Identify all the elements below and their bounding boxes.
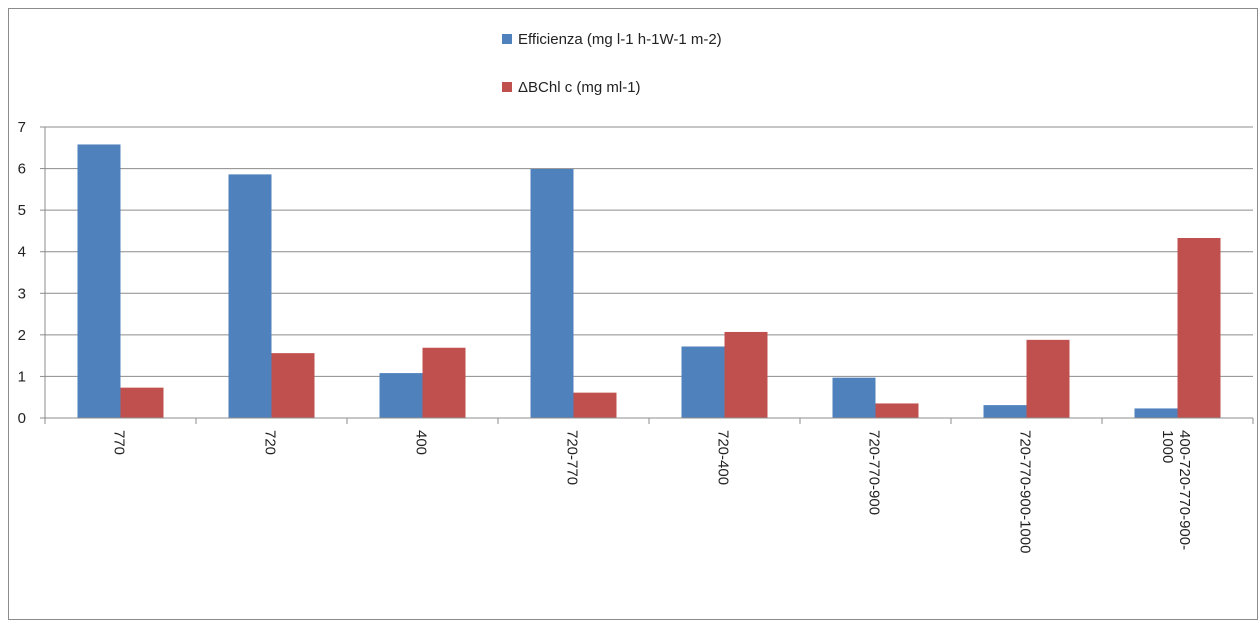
bar-series0-4 [682,346,725,418]
x-tick-label-0: 770 [111,430,128,455]
bar-series1-4 [725,332,768,418]
y-tick-label-3: 3 [18,285,26,302]
y-tick-label-2: 2 [18,327,26,344]
x-tick-label-1: 720 [262,430,279,455]
bar-series1-2 [423,348,466,418]
bar-series1-5 [876,403,919,418]
y-tick-label-1: 1 [18,368,26,385]
y-tick-label-0: 0 [18,410,26,427]
bar-series0-1 [229,174,272,418]
x-tick-label-5: 720-770-900 [866,430,883,515]
bar-series0-6 [984,405,1027,418]
bar-series1-3 [574,393,617,418]
bar-series1-6 [1027,340,1070,418]
bar-series0-2 [380,373,423,418]
bar-series0-3 [531,169,574,418]
bar-series1-1 [272,353,315,418]
bar-series0-7 [1135,408,1178,418]
x-tick-label-7-line0: 400-720-770-900- [1176,430,1193,550]
bar-series1-7 [1178,238,1221,418]
y-tick-label-5: 5 [18,202,26,219]
x-tick-label-4: 720-400 [715,430,732,485]
y-tick-label-4: 4 [18,244,26,261]
y-tick-label-6: 6 [18,161,26,178]
x-tick-label-6: 720-770-900-1000 [1017,430,1034,553]
x-tick-label-2: 400 [413,430,430,455]
bar-series0-0 [78,144,121,418]
x-tick-label-7-line1: 1000 [1159,430,1176,463]
y-tick-label-7: 7 [18,119,26,136]
bar-series1-0 [121,388,164,418]
x-tick-label-3: 720-770 [564,430,581,485]
bar-series0-5 [833,378,876,418]
